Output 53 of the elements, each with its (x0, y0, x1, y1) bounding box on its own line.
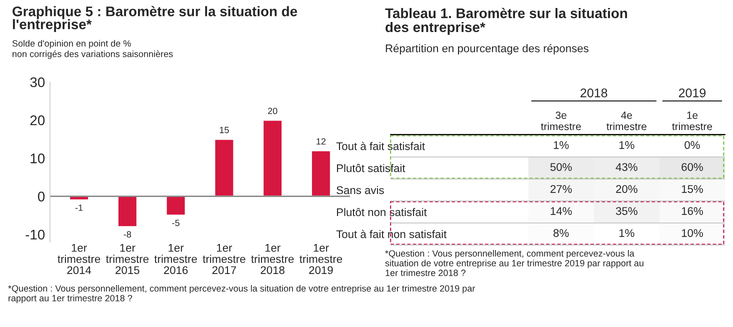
data-label: 1% (619, 229, 634, 237)
bar (310, 150, 332, 197)
text: 2019 (678, 88, 706, 98)
text: *Question : Vous personnellement, comment percevez-vous la situation de votre entreprise au 1er trimestre 2019 par rapport au 1er trimestre 2018 ? (385, 250, 644, 276)
y-tick-label: Plutôt satisfait (337, 164, 406, 172)
data-label: -1 (75, 204, 83, 211)
data-label: 14% (550, 207, 572, 215)
data-label: -8 (124, 231, 132, 238)
x-tick-label: 3e trimestre (540, 112, 581, 130)
bar (262, 119, 283, 197)
data-label: 20 (268, 108, 278, 114)
data-label: 27% (550, 185, 572, 193)
data-label: 20% (616, 185, 638, 193)
y-tick-label: 30 (30, 77, 45, 88)
x-tick-label: 1er trimestre 2018 (251, 244, 294, 274)
chart-title: Graphique 5 : Baromètre sur la situation de l'entreprise* (12, 6, 298, 32)
bar (117, 196, 138, 228)
chart-title: Tableau 1. Baromètre sur la situation des entreprise* (385, 8, 628, 35)
y-tick-label: Sans avis (336, 186, 384, 194)
data-label: 50% (550, 163, 572, 171)
chart-subtitle: Solde d'opinion en point de % non corrigés des variations saisonnières (12, 40, 173, 59)
x-tick-label: 1er trimestre 2019 (300, 244, 342, 274)
y-tick-label: Tout à fait satisfait (336, 142, 425, 150)
y-tick-label: Plutôt non satisfait (337, 208, 427, 216)
bar (165, 196, 186, 216)
data-label: 15 (220, 126, 229, 134)
text: 2018 (580, 88, 608, 98)
x-tick-label: 4e trimestre (606, 112, 646, 130)
x-tick-label: 1er trimestre 2017 (202, 244, 246, 274)
data-label: 1% (554, 141, 569, 149)
bar (214, 138, 235, 197)
y-tick-label: 0 (38, 192, 45, 202)
x-tick-label: 1e trimestre (672, 112, 712, 130)
data-label: 1% (619, 141, 634, 149)
y-tick-label: -10 (26, 230, 45, 240)
x-tick-label: 1er trimestre 2014 (58, 244, 100, 274)
data-label: 8% (554, 229, 569, 237)
data-label: 43% (616, 163, 638, 171)
data-label: -5 (172, 220, 180, 226)
y-tick-label: 10 (30, 154, 45, 164)
data-label: 60% (682, 163, 703, 171)
data-label: 10% (682, 229, 703, 237)
data-label: 12 (316, 138, 326, 145)
data-label: 0% (684, 141, 700, 149)
y-tick-label: Tout à fait non satisfait (336, 230, 447, 238)
y-tick-label: 20 (30, 115, 45, 126)
data-label: 15% (682, 185, 703, 193)
data-label: 35% (616, 207, 638, 215)
x-tick-label: 1er trimestre 2015 (106, 244, 149, 274)
chart-subtitle: Répartition en pourcentage des réponses (386, 44, 588, 54)
x-tick-label: 1er trimestre 2016 (154, 244, 197, 274)
data-label: 16% (682, 207, 703, 215)
text: *Question : Vous personnellement, comment percevez-vous la situation de votre entreprise au 1er trimestre 2019 par rapport au 1er trimestre 2018 ? (8, 285, 476, 304)
